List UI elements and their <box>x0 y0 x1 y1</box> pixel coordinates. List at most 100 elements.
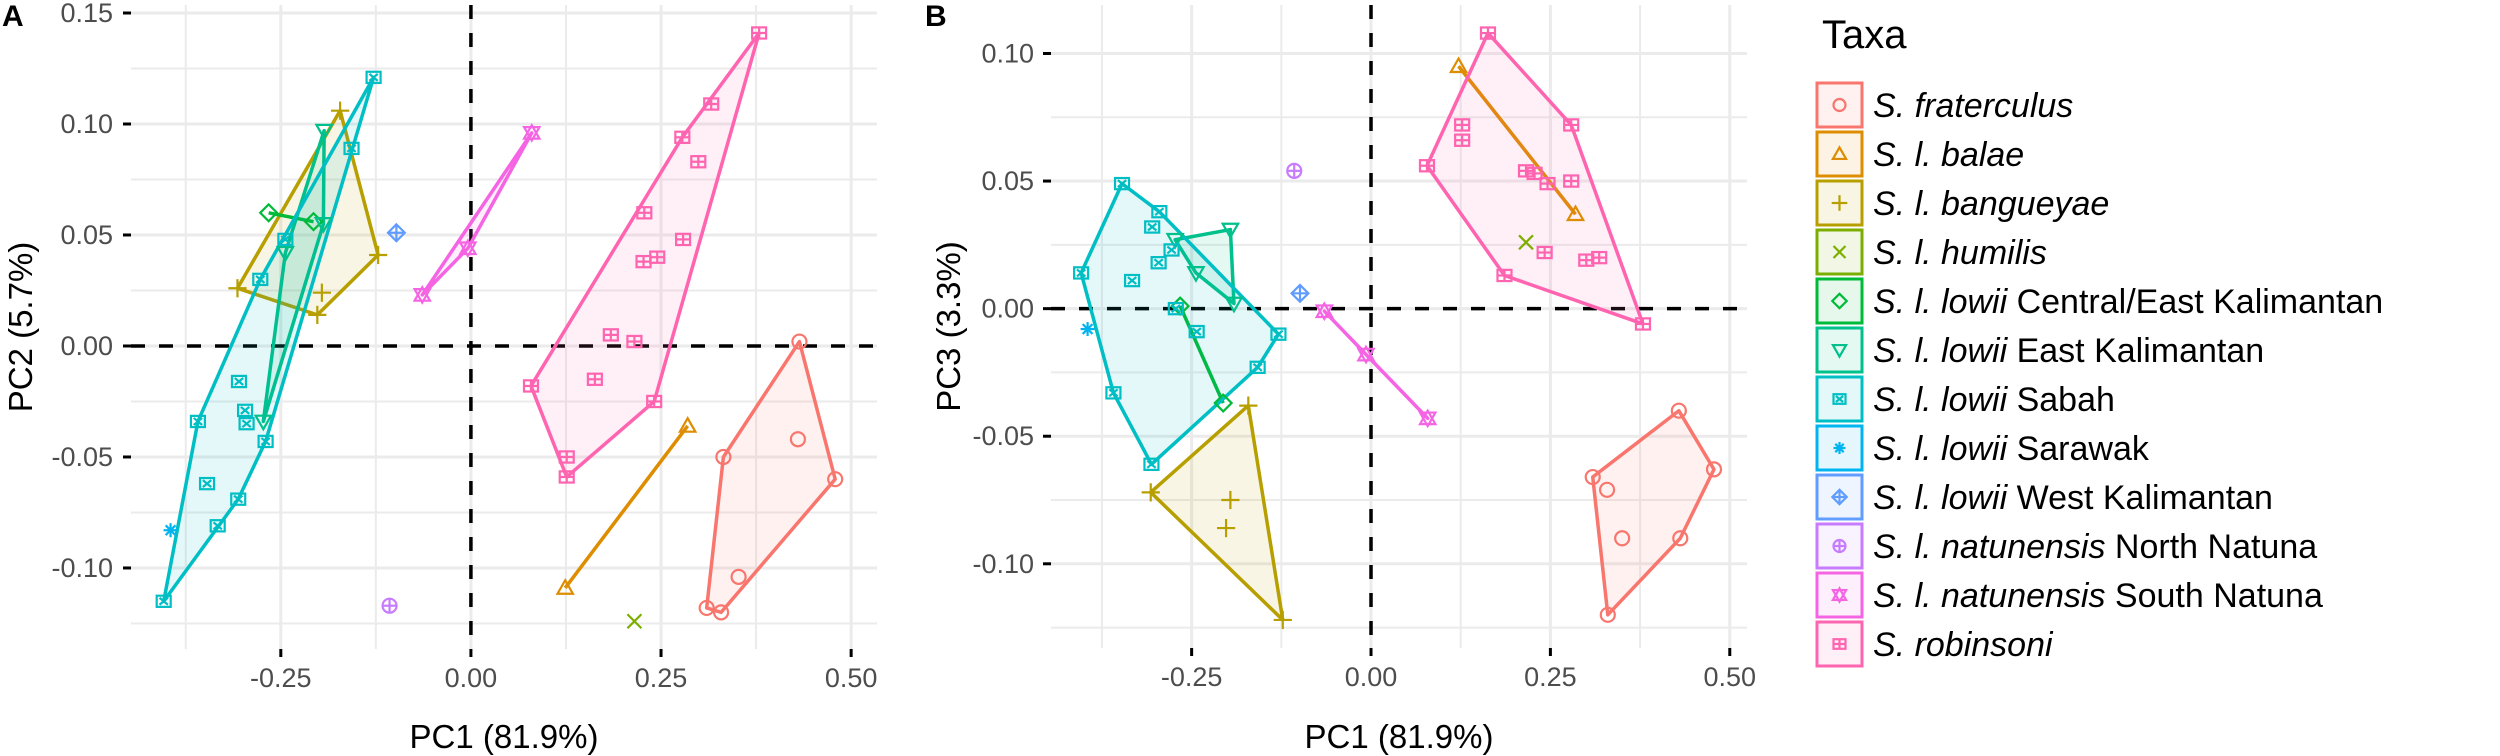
hull-polygon <box>420 131 534 297</box>
hull-line <box>1457 65 1577 216</box>
legend-key <box>1815 130 1864 178</box>
y-tick-label: 0.00 <box>60 331 113 361</box>
data-point <box>522 122 542 143</box>
data-points <box>1073 26 1723 630</box>
x-tick-label: -0.25 <box>250 663 312 693</box>
data-point <box>602 328 619 342</box>
data-point <box>386 222 407 243</box>
legend-label-suffix: Sabah <box>2007 381 2115 419</box>
hull-polygon <box>1322 309 1430 421</box>
data-point <box>189 414 207 429</box>
data-point <box>257 434 274 449</box>
panel-a: -0.25 0.00 0.25 0.50 -0.10 -0.05 0.00 0.05 0.10 0… <box>2 0 877 755</box>
legend: Taxa S. fraterculus S. l. balae S. l. bangu… <box>1815 13 2383 668</box>
x-tick-label: 0.25 <box>1524 662 1577 692</box>
data-point <box>1216 518 1236 538</box>
data-point <box>258 202 279 223</box>
data-point <box>343 141 360 156</box>
data-point <box>1143 457 1160 471</box>
y-tick-label: 0.05 <box>981 166 1034 196</box>
x-tick-label: 0.00 <box>1345 662 1398 692</box>
data-point <box>690 155 707 169</box>
gridlines <box>1051 5 1747 648</box>
data-point <box>1314 301 1334 322</box>
legend-item: S. l. lowii Sarawak <box>1815 424 2150 472</box>
legend-symbol-icon <box>1831 145 1848 161</box>
data-point <box>1670 402 1687 419</box>
data-point <box>198 476 216 491</box>
data-point <box>252 272 269 287</box>
data-point <box>1151 204 1168 219</box>
legend-symbol-icon <box>1830 488 1849 506</box>
data-point <box>1448 56 1469 74</box>
data-point <box>1591 250 1608 265</box>
data-point <box>163 523 178 538</box>
data-point <box>253 414 273 432</box>
panel-tag: B <box>925 0 947 33</box>
legend-label: S. fraterculus <box>1873 87 2073 125</box>
legend-label: S. l. natunensis North Natuna <box>1873 528 2317 566</box>
data-point <box>1249 360 1266 375</box>
data-point <box>1270 327 1287 341</box>
data-point <box>674 232 692 247</box>
data-point <box>1150 256 1167 270</box>
data-point <box>674 130 691 145</box>
data-point <box>1517 164 1535 178</box>
y-tick-label: -0.05 <box>972 421 1034 451</box>
data-point <box>626 334 643 349</box>
data-point <box>751 26 768 40</box>
legend-key <box>1815 571 1864 619</box>
data-point <box>1286 162 1303 179</box>
legend-symbol-icon <box>1832 638 1847 650</box>
data-point <box>713 604 730 621</box>
data-point <box>1518 234 1534 251</box>
legend-key <box>1815 326 1864 374</box>
data-point <box>626 613 643 630</box>
data-point <box>230 374 248 389</box>
data-point <box>313 217 333 234</box>
legend-label-italic: S. robinsoni <box>1873 626 2054 664</box>
data-point <box>1526 166 1543 181</box>
data-point <box>646 394 663 409</box>
legend-label-italic: S. l. lowii <box>1873 381 2009 419</box>
hull-line <box>563 424 690 590</box>
data-point <box>365 70 382 85</box>
data-point <box>412 285 432 305</box>
data-point <box>1165 232 1185 250</box>
legend-item: S. l. lowii West Kalimantan <box>1815 473 2273 521</box>
legend-item: S. l. lowii East Kalimantan <box>1815 326 2264 374</box>
data-point <box>827 471 844 488</box>
data-point <box>1563 118 1580 132</box>
data-point <box>730 568 747 585</box>
legend-item: S. robinsoni <box>1815 620 2054 668</box>
data-point <box>277 232 294 247</box>
data-point <box>1418 159 1436 173</box>
legend-item: S. l. balae <box>1815 130 2024 178</box>
legend-label-italic: S. l. humilis <box>1873 234 2047 272</box>
data-point <box>1186 266 1206 283</box>
y-tick-label: 0.10 <box>981 38 1034 68</box>
data-point <box>209 519 226 533</box>
data-points <box>155 26 844 630</box>
data-point <box>238 416 255 431</box>
data-point <box>1454 118 1471 132</box>
data-point <box>1141 483 1160 502</box>
legend-label: S. l. balae <box>1873 136 2024 174</box>
legend-symbol-icon <box>1831 195 1848 211</box>
legend-label: S. l. humilis <box>1873 234 2047 272</box>
data-point <box>698 599 715 617</box>
data-point <box>555 578 575 595</box>
legend-label-italic: S. fraterculus <box>1873 87 2073 125</box>
data-point <box>230 492 247 506</box>
x-axis-title: PC1 (81.9%) <box>410 718 599 755</box>
data-point <box>228 279 247 298</box>
data-point <box>678 415 698 433</box>
legend-symbol-icon <box>1832 538 1847 554</box>
legend-item: S. l. natunensis South Natuna <box>1815 571 2323 619</box>
x-axis-title: PC1 (81.9%) <box>1305 718 1494 755</box>
data-point <box>1163 243 1180 257</box>
legend-symbol-icon <box>1831 343 1848 359</box>
legend-item: S. l. humilis <box>1815 228 2047 276</box>
legend-item: S. l. natunensis North Natuna <box>1815 522 2317 570</box>
